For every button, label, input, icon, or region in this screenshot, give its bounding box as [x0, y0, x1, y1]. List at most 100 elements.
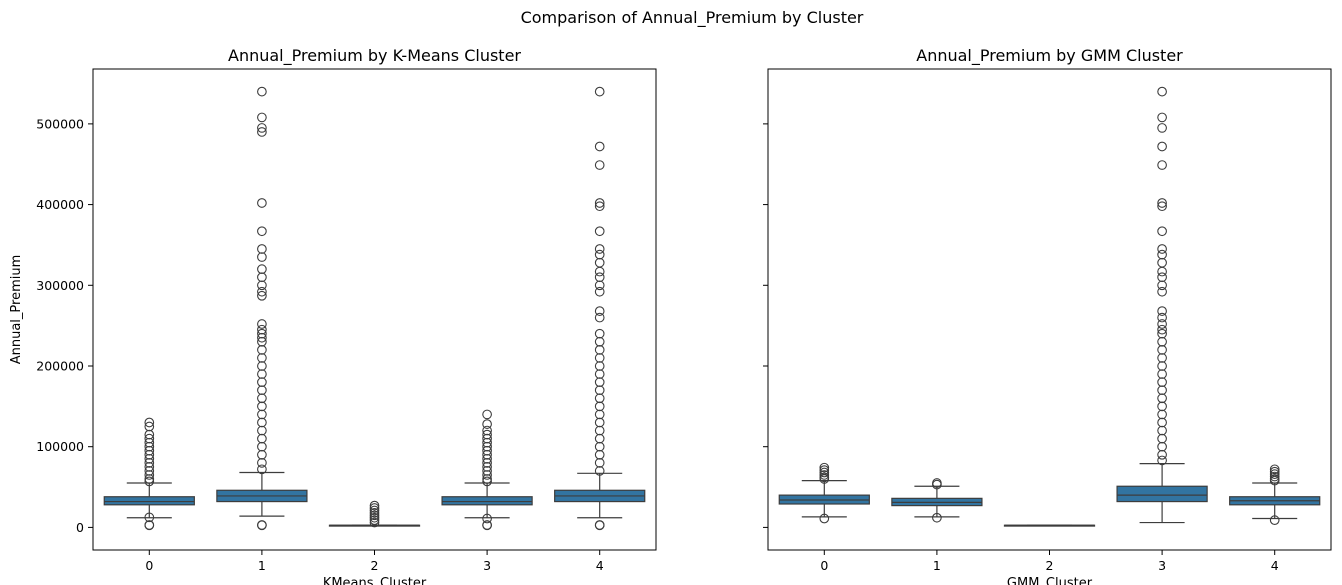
- outlier-point: [594, 377, 605, 387]
- outlier-point: [257, 425, 267, 436]
- panels: 0 100000 200000 300000 400000 500000 0 1 2 3 4 Annu…: [9, 46, 1332, 585]
- outlier-point: [1157, 160, 1167, 170]
- outlier-point: [257, 345, 267, 355]
- outlier-point: [1157, 244, 1167, 254]
- outlier-point: [1157, 112, 1167, 123]
- outlier-point: [1269, 464, 1280, 475]
- outlier-point: [594, 249, 605, 260]
- outlier-point: [594, 425, 605, 436]
- outlier-point: [594, 441, 605, 452]
- outlier-point: [257, 280, 267, 291]
- outlier-point: [482, 419, 492, 429]
- y-tick-label: 200000: [36, 358, 84, 373]
- outlier-point: [594, 266, 605, 277]
- outlier-point: [257, 332, 267, 343]
- outlier-point: [594, 141, 605, 152]
- outlier-point: [594, 393, 605, 404]
- outlier-point: [257, 464, 267, 475]
- x-tick-label: 4: [596, 558, 604, 573]
- outlier-point: [1157, 369, 1167, 379]
- outlier-point: [1157, 455, 1167, 466]
- outlier-point: [594, 409, 605, 420]
- outlier-point: [369, 517, 380, 528]
- outlier-point: [482, 476, 492, 487]
- outlier-point: [257, 112, 267, 123]
- outlier-point: [594, 361, 605, 371]
- x-tick-label: 2: [1046, 558, 1054, 573]
- outlier-point: [257, 123, 267, 133]
- outlier-point: [1157, 401, 1167, 412]
- outlier-point: [594, 257, 605, 268]
- outlier-point: [594, 198, 605, 208]
- outlier-point: [594, 345, 605, 355]
- outlier-point: [257, 369, 267, 379]
- x-tick-label: 1: [933, 558, 941, 573]
- outlier-point: [144, 474, 155, 484]
- outlier-point: [1157, 345, 1167, 355]
- outlier-point: [144, 476, 155, 487]
- box: [1116, 485, 1208, 503]
- box-group: [441, 409, 533, 531]
- y-tick-label: 0: [76, 520, 84, 535]
- outlier-point: [257, 198, 267, 208]
- outlier-point: [1157, 377, 1167, 387]
- box-group: [1116, 86, 1208, 524]
- box-group: [891, 478, 983, 523]
- outlier-point: [482, 470, 492, 480]
- outlier-point: [594, 369, 605, 379]
- y-tick-label: 300000: [36, 278, 84, 293]
- outlier-point: [1269, 469, 1280, 479]
- x-tick-label: 0: [145, 558, 153, 573]
- outlier-point: [1157, 272, 1167, 283]
- outlier-point: [369, 505, 380, 516]
- outlier-point: [257, 433, 267, 444]
- outlier-point: [482, 520, 492, 531]
- outlier-point: [1157, 336, 1167, 347]
- x-axis-label: KMeans_Cluster: [323, 576, 427, 585]
- panel-1: 0 1 2 3 4 Annual_Premium by GMM Cluster GMM_Cl…: [763, 46, 1332, 585]
- outlier-point: [594, 401, 605, 412]
- box: [441, 496, 533, 506]
- outlier-point: [1157, 123, 1167, 133]
- outlier-point: [257, 264, 267, 274]
- box-group: [103, 417, 195, 531]
- figure-suptitle: Comparison of Annual_Premium by Cluster: [521, 8, 864, 28]
- outlier-point: [1157, 306, 1167, 316]
- outlier-point: [257, 226, 267, 237]
- outlier-point: [257, 441, 267, 452]
- box-group: [1003, 524, 1096, 527]
- outlier-point: [1269, 515, 1280, 525]
- outlier-point: [594, 286, 605, 297]
- outlier-point: [257, 290, 267, 301]
- outlier-point: [594, 433, 605, 444]
- box-group: [778, 462, 870, 524]
- x-tick-label: 0: [820, 558, 828, 573]
- outlier-point: [1157, 201, 1167, 212]
- box-group: [216, 86, 308, 531]
- outlier-point: [257, 86, 267, 97]
- y-tick-label: 500000: [36, 116, 84, 131]
- outlier-point: [257, 393, 267, 404]
- outlier-point: [594, 201, 605, 212]
- outlier-point: [144, 512, 155, 523]
- outlier-point: [1157, 425, 1167, 436]
- outlier-point: [594, 353, 605, 363]
- outlier-point: [257, 417, 267, 428]
- outlier-point: [1157, 417, 1167, 428]
- outlier-point: [257, 286, 267, 297]
- outlier-point: [594, 520, 605, 531]
- outlier-point: [1157, 409, 1167, 420]
- box-group: [328, 500, 421, 528]
- outlier-point: [594, 417, 605, 428]
- outlier-point: [369, 508, 380, 518]
- outlier-point: [257, 409, 267, 420]
- outlier-point: [1157, 449, 1167, 460]
- outlier-point: [257, 401, 267, 412]
- x-tick-label: 4: [1271, 558, 1279, 573]
- outlier-point: [144, 470, 155, 480]
- outlier-point: [594, 449, 605, 460]
- axes-title: Annual_Premium by GMM Cluster: [916, 46, 1183, 66]
- y-axis-label: Annual_Premium: [9, 255, 24, 365]
- box-group: [554, 86, 646, 531]
- outlier-point: [257, 252, 267, 262]
